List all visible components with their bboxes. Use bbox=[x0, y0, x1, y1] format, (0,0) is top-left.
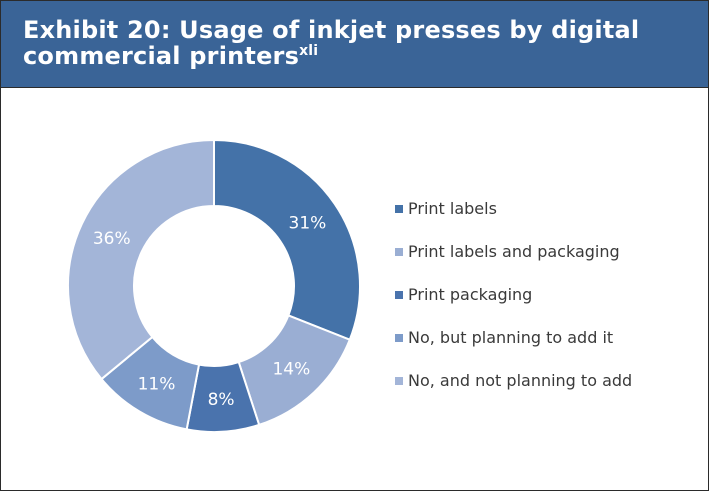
donut-chart: 31% 14% 8% 11% 36% Print labels Print labels … bbox=[67, 138, 632, 433]
legend-swatch bbox=[395, 248, 403, 256]
donut-slice-labels: 31% 14% 8% 11% 36% bbox=[93, 213, 327, 409]
legend-item-print-labels-and-packaging: Print labels and packaging bbox=[395, 242, 620, 261]
legend-item-no-and-not-planning-to-add: No, and not planning to add bbox=[395, 371, 632, 390]
donut-slices bbox=[67, 138, 361, 433]
legend-swatch bbox=[395, 205, 403, 213]
legend-swatch bbox=[395, 291, 403, 299]
legend-swatch bbox=[395, 334, 403, 342]
slice-label-print-labels: 31% bbox=[289, 213, 327, 233]
chart-legend: Print labels Print labels and packaging Pr… bbox=[395, 199, 632, 390]
slice-label-print-labels-and-packaging: 14% bbox=[272, 359, 310, 379]
donut-slice-no-and-not-planning-to-add bbox=[67, 138, 215, 381]
legend-swatch bbox=[395, 377, 403, 385]
title-text: Exhibit 20: Usage of inkjet presses by d… bbox=[23, 16, 640, 70]
slice-label-no-but-planning-to-add-it: 11% bbox=[138, 374, 176, 394]
title-footnote-ref: xli bbox=[299, 43, 319, 59]
legend-item-print-labels: Print labels bbox=[395, 199, 497, 218]
exhibit-header: Exhibit 20: Usage of inkjet presses by d… bbox=[1, 1, 708, 88]
legend-label: No, but planning to add it bbox=[408, 328, 613, 347]
legend-label: Print labels bbox=[408, 199, 497, 218]
donut-slice-print-labels bbox=[213, 138, 361, 342]
slice-label-print-packaging: 8% bbox=[208, 390, 235, 410]
legend-item-print-packaging: Print packaging bbox=[395, 285, 532, 304]
slice-label-no-and-not-planning-to-add: 36% bbox=[93, 229, 131, 249]
legend-label: Print packaging bbox=[408, 285, 532, 304]
legend-label: Print labels and packaging bbox=[408, 242, 620, 261]
legend-item-no-but-planning-to-add-it: No, but planning to add it bbox=[395, 328, 613, 347]
exhibit-title: Exhibit 20: Usage of inkjet presses by d… bbox=[23, 17, 683, 69]
legend-label: No, and not planning to add bbox=[408, 371, 632, 390]
